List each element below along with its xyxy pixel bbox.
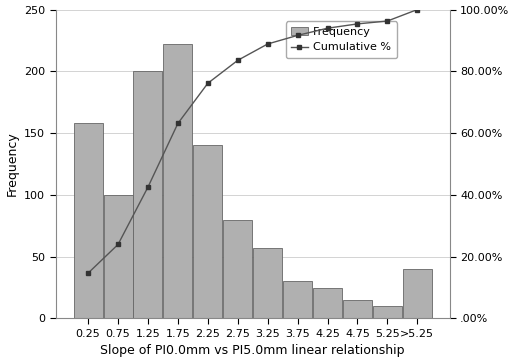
Bar — [223, 220, 252, 318]
Y-axis label: Frequency: Frequency — [6, 132, 19, 196]
Bar — [373, 306, 402, 318]
Bar — [163, 44, 193, 318]
Bar — [104, 195, 132, 318]
Bar — [313, 287, 342, 318]
Bar — [253, 248, 282, 318]
Bar — [343, 300, 372, 318]
Bar — [193, 146, 222, 318]
X-axis label: Slope of PI0.0mm vs PI5.0mm linear relationship: Slope of PI0.0mm vs PI5.0mm linear relat… — [100, 344, 405, 358]
Bar — [74, 123, 102, 318]
Bar — [283, 281, 312, 318]
Bar — [403, 269, 432, 318]
Bar — [133, 72, 162, 318]
Legend: Frequency, Cumulative %: Frequency, Cumulative % — [286, 21, 397, 58]
